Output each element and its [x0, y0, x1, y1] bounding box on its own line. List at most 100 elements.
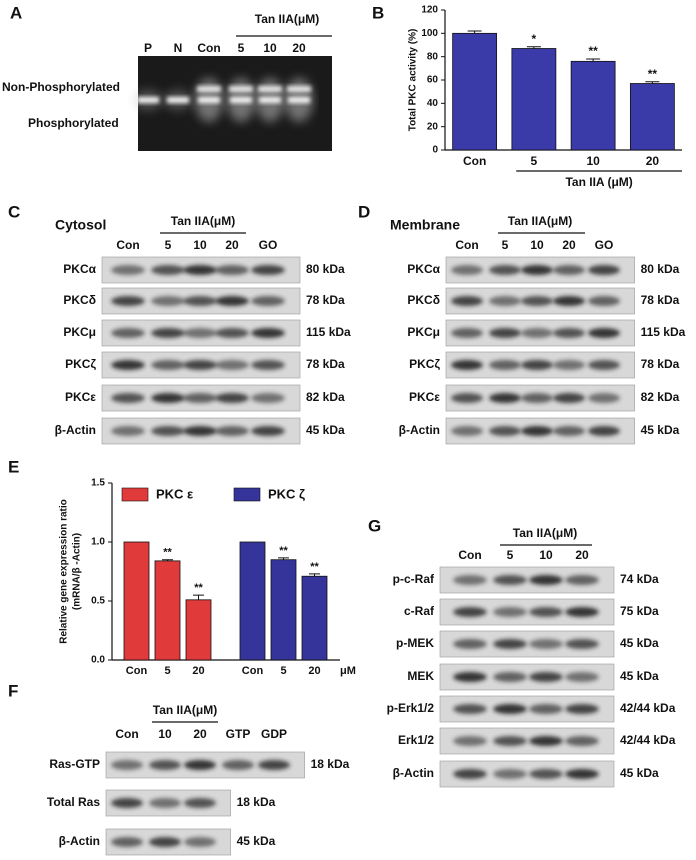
- label: 115 kDa: [641, 325, 686, 339]
- label: F: [8, 681, 18, 700]
- blot-band: [151, 296, 185, 306]
- blot-band: [553, 265, 585, 275]
- label: Tan IIA (μM): [565, 175, 632, 189]
- blot-band: [493, 575, 527, 585]
- label: 20: [225, 238, 239, 252]
- blot-band: [521, 265, 553, 275]
- blot-band: [183, 426, 217, 436]
- error-bar: [309, 573, 320, 577]
- blot-band: [251, 328, 285, 338]
- bar: [452, 32, 498, 151]
- legend-swatch: [233, 487, 261, 502]
- bar: [301, 575, 328, 661]
- blot-band: [453, 575, 487, 585]
- blot-band: [215, 328, 249, 338]
- label: Membrane: [390, 217, 460, 233]
- blot-band: [183, 360, 217, 370]
- label: **: [588, 44, 598, 58]
- blot-band: [453, 639, 487, 649]
- blot-band: [553, 360, 585, 370]
- blot-band: [222, 760, 254, 770]
- gel-band: [229, 86, 253, 92]
- label: Erk1/2: [398, 733, 434, 747]
- label: 45 kDa: [237, 834, 276, 848]
- label: **: [279, 545, 288, 557]
- blot-band: [251, 426, 285, 436]
- blot-band: [565, 704, 599, 714]
- gel-band: [197, 86, 221, 92]
- blot-band: [493, 769, 527, 779]
- y-tick-label: 100: [421, 28, 438, 39]
- blot-band: [565, 769, 599, 779]
- y-tick-label: 0: [432, 145, 438, 156]
- blot-band: [453, 704, 487, 714]
- label: 5: [507, 548, 514, 562]
- blot-band: [489, 328, 521, 338]
- blot-band: [183, 296, 217, 306]
- label: 10: [158, 727, 172, 741]
- blot-band: [529, 639, 563, 649]
- label: PKCα: [63, 262, 96, 276]
- label: G: [368, 516, 381, 535]
- label: 10: [263, 41, 277, 55]
- label: μM: [340, 665, 356, 677]
- label: A: [10, 3, 22, 22]
- blot-band: [183, 265, 217, 275]
- label: GO: [595, 238, 614, 252]
- blot-band: [111, 798, 143, 808]
- label: **: [648, 67, 658, 81]
- blot-band: [451, 265, 483, 275]
- gel-band: [137, 97, 159, 103]
- error-bar: [193, 594, 204, 600]
- blot-band: [521, 426, 553, 436]
- blot-band: [184, 837, 216, 847]
- label: 78 kDa: [306, 293, 345, 307]
- blot-band: [258, 760, 290, 770]
- y-tick-label: 40: [427, 98, 439, 109]
- label: Tan IIA(μM): [171, 214, 235, 228]
- blot-band: [453, 769, 487, 779]
- label: Con: [126, 665, 148, 677]
- blot-band: [489, 296, 521, 306]
- blot-band: [111, 328, 145, 338]
- blot-band: [151, 360, 185, 370]
- blot-band: [251, 265, 285, 275]
- label: 75 kDa: [620, 604, 659, 618]
- blot-band: [215, 265, 249, 275]
- label: Con: [455, 238, 478, 252]
- y-tick-label: 0.5: [91, 596, 105, 607]
- blot-band: [453, 672, 487, 682]
- label: β-Actin: [55, 423, 96, 437]
- y-tick-label: 20: [427, 121, 439, 132]
- blot-band: [111, 393, 145, 403]
- blot-band: [529, 736, 563, 746]
- blot-band: [489, 393, 521, 403]
- label: PKCμ: [407, 325, 440, 339]
- gel-band: [287, 86, 311, 92]
- blot-band: [553, 296, 585, 306]
- blot-band: [251, 296, 285, 306]
- label: 74 kDa: [620, 572, 659, 586]
- label: 45 kDa: [620, 669, 659, 683]
- error-bar: [586, 58, 601, 62]
- blot-band: [489, 426, 521, 436]
- blot-band: [553, 426, 585, 436]
- blot-band: [493, 639, 527, 649]
- label: PKCζ: [409, 357, 440, 371]
- label: 20: [562, 238, 576, 252]
- label: 115 kDa: [306, 325, 351, 339]
- blot-band: [451, 426, 483, 436]
- blot-band: [493, 704, 527, 714]
- label: 20: [192, 665, 204, 677]
- label: 45 kDa: [641, 423, 680, 437]
- error-bar: [467, 30, 482, 34]
- label: 78 kDa: [641, 357, 680, 371]
- label: β-Actin: [393, 766, 434, 780]
- label: PKCδ: [407, 293, 440, 307]
- label: **: [194, 582, 203, 594]
- blot-band: [184, 798, 216, 808]
- label: 20: [308, 665, 320, 677]
- blot-band: [111, 296, 145, 306]
- error-bar: [278, 557, 289, 560]
- label: B: [372, 3, 384, 22]
